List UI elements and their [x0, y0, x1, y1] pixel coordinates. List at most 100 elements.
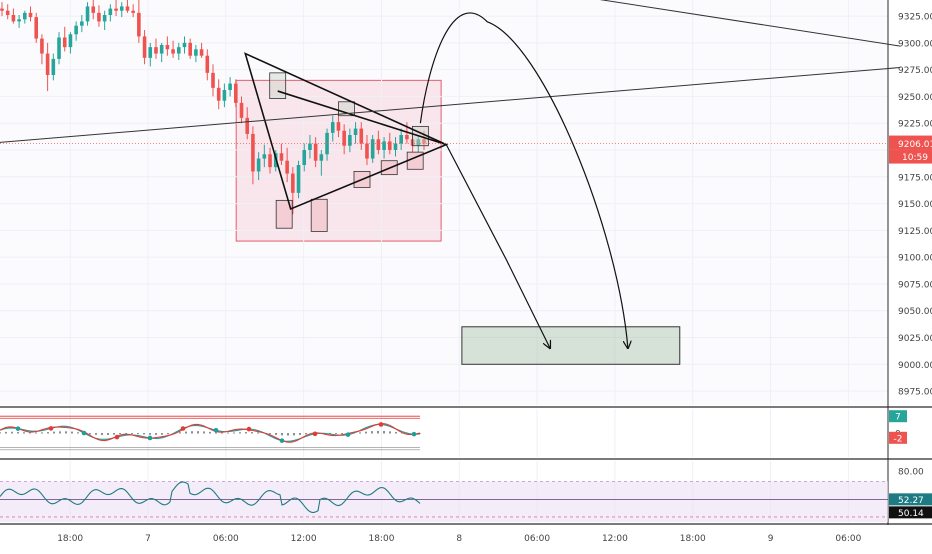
osc1-histogram-bar	[263, 432, 265, 434]
osc1-histogram-bar	[329, 433, 331, 434]
osc1-histogram-bar	[203, 431, 205, 434]
candle-body	[239, 102, 244, 118]
osc1-histogram-bar	[185, 431, 187, 434]
candle-body	[91, 6, 96, 13]
candle-body	[0, 8, 4, 11]
candle-body	[405, 135, 409, 140]
price-tick-label: 9050.00	[898, 307, 932, 317]
candle-body	[330, 122, 335, 133]
candle-body	[148, 47, 153, 58]
candle-body	[393, 143, 398, 150]
osc1-cross-dot	[15, 426, 21, 431]
time-tick-label: 06:00	[524, 534, 550, 544]
candle-body	[262, 154, 267, 159]
price-tick-label: 9125.00	[898, 227, 932, 237]
osc1-histogram-bar	[47, 432, 49, 434]
osc1-histogram-bar	[161, 433, 163, 435]
candle-body	[17, 19, 21, 22]
osc1-histogram-bar	[125, 433, 127, 435]
price-tick-label: 9175.00	[898, 173, 932, 183]
osc1-histogram-bar	[293, 433, 295, 436]
countdown-label: 10:59	[902, 153, 928, 163]
candle-body	[5, 10, 10, 15]
osc1-histogram-bar	[197, 431, 199, 434]
candle-body	[62, 37, 67, 48]
candle-body	[57, 37, 61, 59]
candle-body	[336, 122, 341, 131]
osc1-cross-dot	[378, 422, 384, 427]
osc1-upper-band	[0, 416, 420, 419]
osc1-histogram-bar	[287, 433, 289, 436]
osc1-histogram-bar	[245, 432, 247, 434]
rising-trendline	[0, 67, 901, 143]
candle-body	[199, 49, 204, 56]
candle-body	[171, 49, 175, 54]
osc2-value-badge-2	[889, 506, 932, 519]
osc2-tick-label: 80.00	[898, 468, 924, 478]
candle-body	[359, 128, 364, 144]
osc1-histogram-bar	[179, 432, 181, 434]
osc1-cross-dot	[180, 426, 186, 431]
osc1-cross-dot	[312, 431, 318, 437]
osc1-histogram-bar	[0, 432, 1, 434]
osc1-histogram-bar	[149, 433, 151, 435]
candle-body	[51, 58, 56, 75]
price-tick-label: 9000.00	[898, 361, 932, 371]
osc1-cross-dot	[411, 431, 417, 437]
breakdown-arrow	[445, 144, 550, 349]
osc1-cross-dot	[246, 426, 252, 432]
osc1-histogram-bar	[59, 431, 61, 434]
osc1-histogram-bar	[221, 432, 223, 434]
candle-body	[422, 139, 426, 144]
osc1-histogram-bar	[305, 433, 307, 435]
osc1-histogram-bar	[35, 432, 37, 434]
price-tick-label: 9250.00	[898, 93, 932, 103]
time-tick-label: 18:00	[368, 534, 394, 544]
osc1-histogram-bar	[395, 431, 397, 434]
candle-body	[137, 12, 141, 37]
time-tick-label: 8	[456, 534, 462, 544]
candle-body	[11, 15, 16, 22]
candle-body	[194, 49, 198, 56]
osc1-histogram-bar	[89, 433, 91, 435]
countdown-badge	[889, 149, 932, 164]
candle-body	[40, 38, 44, 54]
time-tick-label: 18:00	[680, 534, 706, 544]
osc1-histogram-bar	[299, 433, 301, 435]
candle-body	[387, 141, 392, 150]
time-tick-label: 9	[768, 534, 774, 544]
triangle-pattern	[244, 52, 449, 211]
pivot-box	[269, 72, 287, 99]
candle-body	[296, 165, 301, 193]
candle-body	[285, 160, 289, 174]
price-tick-label: 9100.00	[898, 254, 932, 264]
osc1-histogram-bar	[11, 431, 13, 434]
osc1-histogram-bar	[275, 433, 277, 435]
osc1-histogram-bar	[53, 431, 55, 434]
last-price-badge	[889, 135, 932, 150]
last-price-label: 9206.01	[898, 140, 932, 150]
candle-body	[97, 12, 101, 22]
osc2-line	[0, 481, 421, 513]
candle-body	[23, 12, 27, 20]
price-tick-label: 9075.00	[898, 280, 932, 290]
osc1-cross-dot	[279, 438, 285, 443]
time-tick-label: 12:00	[291, 534, 317, 544]
price-tick-label: 9025.00	[898, 334, 932, 344]
osc1-histogram-bar	[29, 432, 31, 434]
osc1-value-label-up: 7	[895, 413, 901, 423]
candle-body	[142, 36, 147, 58]
candle-body	[416, 139, 421, 146]
candle-body	[279, 153, 284, 161]
osc1-value-badge-down	[889, 431, 907, 444]
candle-body	[256, 158, 261, 172]
osc1-histogram-bar	[107, 433, 109, 436]
candle-body	[114, 8, 118, 11]
candle-body	[188, 42, 192, 56]
candle-body	[154, 47, 158, 54]
candle-body	[216, 87, 221, 101]
osc1-histogram-bar	[341, 433, 343, 435]
osc1-histogram-bar	[233, 432, 235, 434]
osc1-histogram-bar	[389, 431, 391, 434]
